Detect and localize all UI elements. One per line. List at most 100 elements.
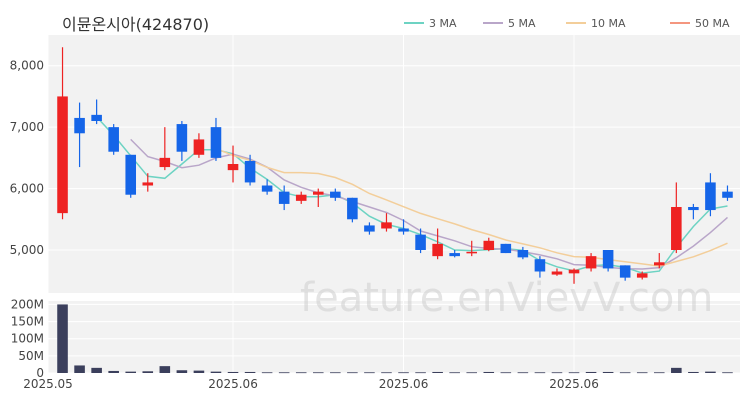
volume-bar bbox=[295, 372, 307, 374]
candle-body bbox=[415, 234, 426, 250]
legend-label: 3 MA bbox=[429, 17, 457, 30]
volume-bar bbox=[91, 367, 102, 373]
candle-body bbox=[500, 243, 512, 254]
candle-body bbox=[381, 222, 392, 229]
candle-body bbox=[568, 269, 580, 274]
volume-bar bbox=[312, 372, 324, 374]
price-tick-label: 5,000 bbox=[10, 243, 44, 257]
volume-bar bbox=[500, 372, 512, 374]
volume-bar bbox=[449, 372, 460, 374]
volume-bar bbox=[466, 372, 478, 374]
candles bbox=[57, 47, 733, 284]
volume-bar bbox=[398, 372, 409, 374]
candle-body bbox=[57, 96, 68, 214]
legend-label: 5 MA bbox=[508, 17, 536, 30]
volume-tick-label: 200M bbox=[11, 297, 44, 311]
candle-body bbox=[449, 253, 460, 257]
volume-panel-background bbox=[48, 301, 740, 373]
volume-tick-label: 100M bbox=[11, 332, 44, 346]
candle-body bbox=[398, 228, 409, 232]
volume-bar bbox=[534, 372, 546, 374]
volume-bar bbox=[483, 371, 495, 373]
volume-bar bbox=[671, 367, 682, 373]
x-tick-label: 2025.06 bbox=[549, 377, 599, 391]
candle-body bbox=[244, 160, 256, 183]
candle-body bbox=[534, 259, 546, 272]
candle-body bbox=[432, 243, 443, 257]
volume-bar bbox=[705, 371, 716, 373]
candle-body bbox=[653, 262, 665, 266]
volume-bar bbox=[381, 372, 392, 374]
volume-bar bbox=[568, 372, 580, 374]
volume-bar bbox=[142, 371, 154, 373]
candle-body bbox=[108, 127, 119, 152]
price-tick-label: 6,000 bbox=[10, 182, 44, 196]
chart-title: 이뮨온시아(424870) bbox=[62, 15, 210, 34]
volume-bar bbox=[176, 370, 188, 373]
price-axis: 5,000 6,000 7,000 8,000 bbox=[10, 59, 44, 257]
candle-body bbox=[91, 114, 102, 121]
legend: 3 MA 5 MA 10 MA 50 MA bbox=[404, 17, 730, 30]
volume-bar bbox=[159, 366, 171, 373]
volume-bar bbox=[722, 372, 733, 374]
volume-bar bbox=[364, 372, 375, 374]
candle-body bbox=[551, 271, 563, 275]
candle-body bbox=[705, 182, 716, 211]
volume-bar bbox=[261, 372, 273, 374]
legend-label: 10 MA bbox=[591, 17, 626, 30]
volume-bar bbox=[636, 372, 648, 374]
volume-tick-label: 150M bbox=[11, 315, 44, 329]
volume-axis: 0 50M 100M 150M 200M bbox=[11, 297, 44, 380]
candle-body bbox=[176, 124, 188, 152]
legend-label: 50 MA bbox=[695, 17, 730, 30]
candle-body bbox=[619, 265, 631, 278]
volume-bar bbox=[330, 372, 341, 374]
candle-body bbox=[722, 191, 733, 198]
watermark: feature.enVievV.com bbox=[300, 275, 713, 321]
candle-body bbox=[261, 185, 273, 192]
x-tick-label: 2025.06 bbox=[379, 377, 429, 391]
volume-bar bbox=[653, 372, 665, 374]
volume-bar bbox=[210, 371, 222, 373]
candle-body bbox=[688, 207, 699, 211]
volume-bar bbox=[108, 370, 119, 373]
candle-body bbox=[347, 197, 358, 220]
volume-bar bbox=[688, 371, 699, 373]
volume-bar bbox=[227, 371, 239, 373]
volume-bar bbox=[244, 371, 256, 373]
ma-10-line bbox=[215, 147, 728, 267]
candle-body bbox=[142, 182, 154, 186]
candle-body bbox=[330, 191, 341, 198]
candle-body bbox=[193, 139, 205, 155]
candle-body bbox=[125, 154, 137, 195]
x-tick-label: 2025.05 bbox=[23, 377, 73, 391]
volume-bar bbox=[551, 372, 563, 374]
volume-bars bbox=[57, 304, 733, 374]
volume-bar bbox=[602, 371, 614, 373]
volume-bar bbox=[619, 372, 631, 374]
volume-bar bbox=[432, 371, 443, 373]
candle-body bbox=[295, 194, 307, 201]
volume-bar bbox=[125, 371, 137, 373]
gridlines bbox=[47, 35, 740, 374]
candle-body bbox=[159, 157, 171, 168]
candle-body bbox=[517, 250, 529, 258]
candle-body bbox=[74, 117, 85, 134]
volume-bar bbox=[193, 370, 205, 373]
price-tick-label: 7,000 bbox=[10, 120, 44, 134]
x-tick-label: 2025.06 bbox=[208, 377, 258, 391]
candle-body bbox=[278, 191, 290, 204]
price-panel-background bbox=[48, 35, 740, 293]
volume-bar bbox=[585, 371, 597, 373]
volume-bar bbox=[415, 372, 426, 374]
volume-bar bbox=[347, 372, 358, 374]
candle-body bbox=[466, 251, 478, 254]
candle-body bbox=[602, 250, 614, 269]
volume-bar bbox=[278, 372, 290, 374]
candle-body bbox=[636, 273, 648, 278]
volume-bar bbox=[57, 304, 68, 373]
candle-body bbox=[585, 256, 597, 269]
price-tick-label: 8,000 bbox=[10, 59, 44, 73]
